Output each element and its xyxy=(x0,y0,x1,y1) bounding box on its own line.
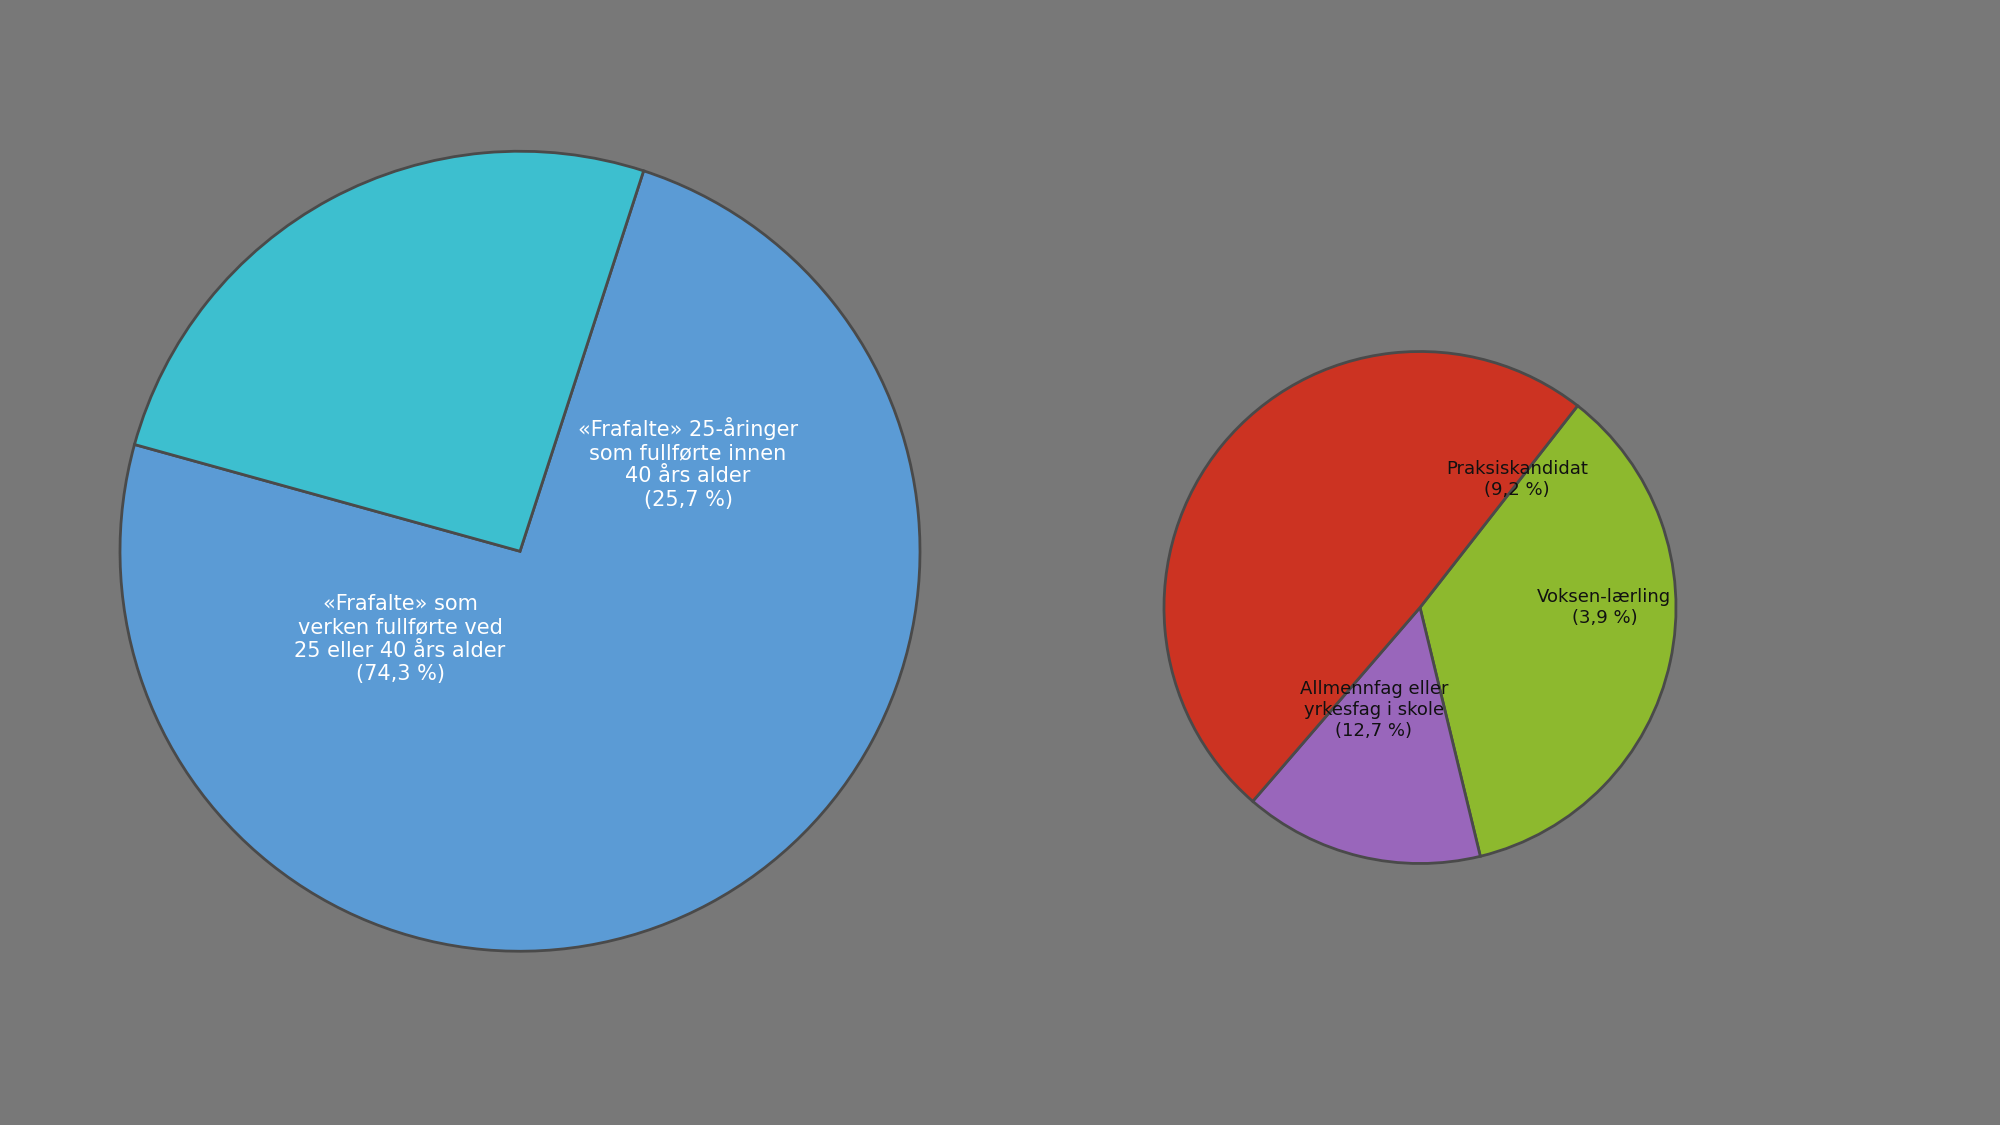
Text: Allmennfag eller
yrkesfag i skole
(12,7 %): Allmennfag eller yrkesfag i skole (12,7 … xyxy=(1300,681,1448,740)
Text: «Frafalte» 25-åringer
som fullførte innen
40 års alder
(25,7 %): «Frafalte» 25-åringer som fullførte inne… xyxy=(578,417,798,510)
Text: Voksen-lærling
(3,9 %): Voksen-lærling (3,9 %) xyxy=(1538,588,1672,627)
Wedge shape xyxy=(120,171,920,952)
Text: «Frafalte» som
verken fullførte ved
25 eller 40 års alder
(74,3 %): «Frafalte» som verken fullførte ved 25 e… xyxy=(294,594,506,684)
Wedge shape xyxy=(1164,351,1578,801)
Wedge shape xyxy=(134,151,644,551)
Wedge shape xyxy=(1252,608,1480,864)
Text: Praksiskandidat
(9,2 %): Praksiskandidat (9,2 %) xyxy=(1446,460,1588,498)
Wedge shape xyxy=(1420,406,1676,856)
